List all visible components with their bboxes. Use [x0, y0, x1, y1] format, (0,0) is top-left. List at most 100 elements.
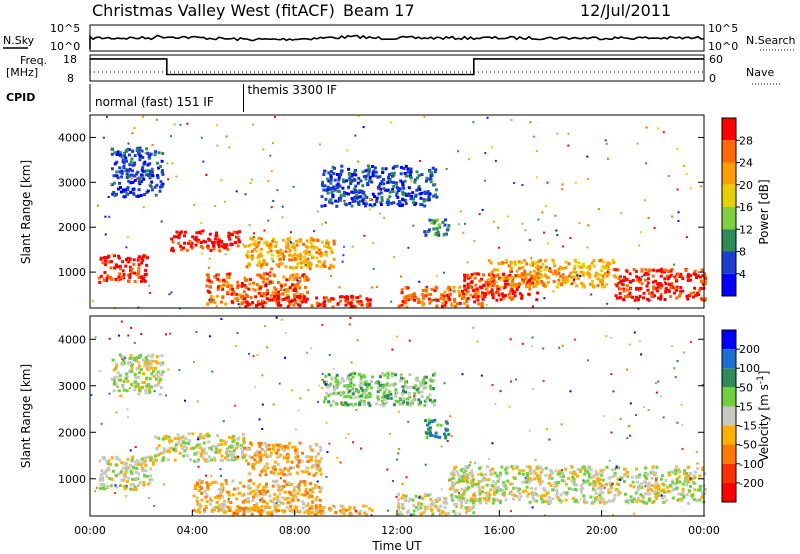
velocity-cell [296, 455, 300, 459]
power-cell [633, 298, 637, 302]
velocity-cell [468, 508, 472, 512]
velocity-cell [457, 498, 461, 502]
velocity-cell [242, 441, 246, 444]
power-cell [617, 276, 621, 280]
power-cell [342, 190, 346, 194]
velocity-cell [275, 509, 279, 513]
velocity-cell [356, 389, 360, 393]
velocity-cell [399, 379, 403, 383]
velocity-cell [271, 510, 275, 514]
power-cell [351, 297, 355, 301]
velocity-ytick-label: 3000 [58, 380, 86, 393]
velocity-cell [235, 446, 238, 450]
power-cell [592, 264, 596, 268]
power-cell [647, 298, 651, 302]
velocity-cell [247, 462, 251, 466]
power-cell [350, 190, 354, 194]
power-cell [241, 301, 245, 305]
velocity-cell [301, 500, 305, 504]
velocity-cell [129, 364, 133, 368]
velocity-cell [465, 477, 469, 481]
power-cell [270, 267, 274, 271]
velocity-speckle [227, 497, 230, 500]
velocity-cell [386, 382, 389, 386]
velocity-cell [134, 356, 138, 360]
velocity-cell [152, 462, 155, 466]
velocity-cell [291, 445, 295, 449]
velocity-cell [120, 355, 123, 359]
velocity-speckle [325, 421, 328, 424]
velocity-cell [583, 467, 586, 470]
power-cell [573, 275, 577, 279]
power-speckle [216, 124, 218, 127]
velocity-cell [406, 385, 410, 389]
power-cell [528, 273, 531, 277]
power-cell [480, 291, 484, 295]
velocity-cell [314, 455, 318, 459]
power-cell [601, 260, 605, 264]
velocity-cell [564, 467, 568, 471]
velocity-cell [370, 380, 373, 384]
power-cell [504, 294, 508, 297]
velocity-cell [332, 391, 336, 395]
velocity-cell [149, 458, 152, 462]
power-cell [186, 241, 190, 245]
velocity-cell [316, 464, 320, 468]
velocity-cell [135, 367, 139, 371]
velocity-cell [597, 486, 601, 490]
power-cell [303, 255, 306, 259]
power-cell [634, 295, 638, 299]
velocity-cell [344, 403, 348, 407]
power-cell [656, 282, 660, 286]
velocity-cell [176, 433, 180, 437]
power-cell [608, 262, 612, 266]
velocity-cell [118, 374, 122, 378]
power-cell [446, 293, 450, 297]
power-speckle [396, 193, 399, 196]
velocity-cell [298, 510, 302, 514]
velocity-colorbar-swatch [722, 349, 736, 369]
velocity-cell [198, 436, 202, 440]
power-cell [127, 153, 131, 157]
velocity-cell [414, 384, 418, 388]
power-cell [119, 186, 122, 189]
power-speckle [205, 174, 208, 177]
velocity-speckle [689, 477, 692, 480]
power-speckle [490, 146, 493, 149]
velocity-cell [287, 454, 291, 458]
velocity-cell [427, 427, 431, 431]
velocity-cell [314, 461, 318, 465]
power-cell [326, 191, 330, 195]
power-cell [657, 269, 661, 272]
velocity-cell [303, 483, 307, 487]
velocity-cell [533, 477, 537, 481]
power-cell [440, 293, 444, 297]
velocity-cell [202, 441, 206, 445]
power-cell [267, 298, 271, 302]
velocity-cell [156, 383, 160, 387]
power-cell [339, 193, 343, 197]
velocity-cell [424, 507, 428, 511]
velocity-cell [221, 459, 225, 463]
power-cell [569, 271, 572, 275]
velocity-cell [133, 466, 137, 470]
velocity-cell [244, 506, 248, 510]
velocity-cell [397, 513, 401, 517]
power-cell [226, 285, 230, 288]
power-speckle [125, 246, 128, 249]
velocity-cell [487, 493, 491, 497]
power-cell [319, 260, 322, 264]
velocity-speckle [407, 420, 410, 423]
power-cell [293, 296, 297, 300]
power-cell [208, 300, 212, 304]
power-cell [373, 203, 377, 207]
velocity-cell [305, 470, 309, 474]
power-cell [310, 304, 314, 308]
power-cell [416, 301, 420, 304]
power-speckle [647, 217, 650, 219]
power-speckle [400, 275, 402, 278]
velocity-cell [223, 442, 227, 446]
velocity-speckle [683, 351, 685, 354]
power-cell [581, 273, 585, 277]
velocity-cell [567, 487, 571, 491]
